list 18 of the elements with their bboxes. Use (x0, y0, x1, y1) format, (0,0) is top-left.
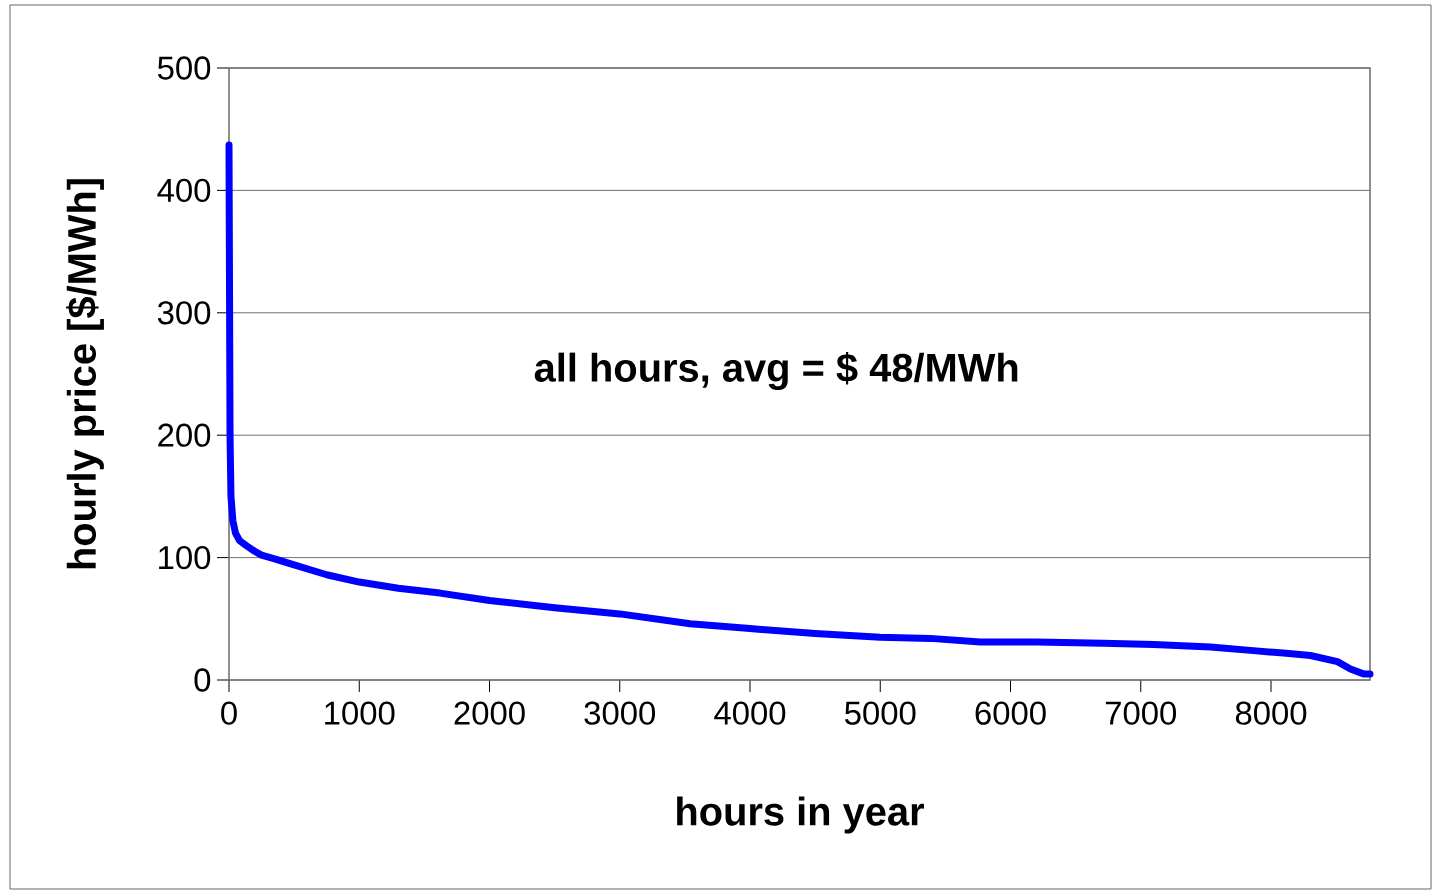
annotation: all hours, avg = $ 48/MWh (534, 351, 1018, 390)
x-tick-label: 4000 (714, 701, 786, 725)
y-tick-label: 100 (159, 545, 211, 570)
x-axis-title: hours in year (677, 796, 924, 834)
x-tick-label: 3000 (584, 701, 656, 725)
x-tick-label: 0 (221, 701, 237, 725)
y-tick-label: 0 (194, 668, 211, 692)
x-tick-label: 7000 (1105, 701, 1177, 725)
y-tick-label: 200 (158, 423, 211, 447)
x-tick-label: 5000 (845, 701, 916, 725)
x-tick-label: 8000 (1235, 701, 1307, 725)
x-tick-label: 1000 (325, 701, 395, 725)
y-tick-label: 500 (157, 56, 211, 80)
y-tick-label: 400 (157, 178, 211, 203)
x-tick-label: 2000 (454, 701, 525, 725)
x-tick-label: 6000 (975, 701, 1046, 725)
y-axis-title: hourly price [$/MWh] (66, 179, 104, 569)
y-tick-label: 300 (157, 301, 211, 325)
